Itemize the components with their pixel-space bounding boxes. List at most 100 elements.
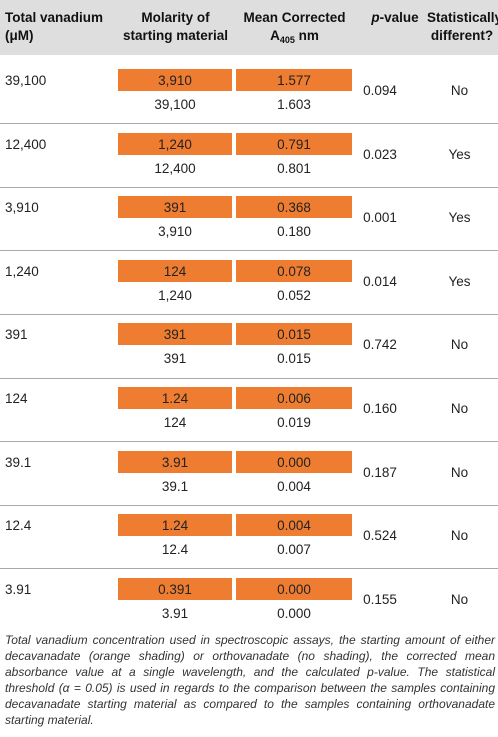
total-vanadium-cell: 12,400 <box>5 136 47 152</box>
table-row: 39,100 3,910 1.577 39,100 1.603 0.094 No <box>0 63 498 119</box>
total-vanadium-cell: 1,240 <box>5 263 39 279</box>
mean-decavanadate-cell: 1.577 <box>277 73 311 88</box>
statistically-different-cell: Yes <box>448 210 471 226</box>
decavanadate-shading-mean <box>236 577 352 600</box>
decavanadate-shading-molarity <box>118 577 232 600</box>
mean-decavanadate-cell: 0.015 <box>277 327 311 343</box>
table-row: 39.1 3.91 0.000 39.1 0.004 0.187 No <box>0 445 498 501</box>
row-divider <box>0 186 498 188</box>
mean-orthovanadate-cell: 0.004 <box>277 478 311 494</box>
decavanadate-shading-mean <box>236 323 352 346</box>
mean-decavanadate-cell: 0.000 <box>277 454 311 470</box>
mean-orthovanadate-cell: 0.000 <box>277 605 311 621</box>
decavanadate-shading-mean <box>236 132 352 155</box>
mean-orthovanadate-cell: 0.801 <box>277 160 311 176</box>
molarity-decavanadate-cell: 391 <box>163 327 187 343</box>
decavanadate-shading-molarity <box>118 450 232 473</box>
header-total-line1: Total vanadium <box>5 10 104 25</box>
total-vanadium-cell: 124 <box>5 391 28 406</box>
total-vanadium-cell: 3,910 <box>5 200 39 216</box>
molarity-orthovanadate-cell: 3.91 <box>161 605 189 621</box>
table-row: 1,240 124 0.078 1,240 0.052 0.014 Yes <box>0 254 498 310</box>
total-vanadium-cell: 391 <box>5 327 28 343</box>
mean-decavanadate-cell: 0.000 <box>277 581 311 597</box>
molarity-decavanadate-cell: 1.24 <box>161 518 189 534</box>
p-value-cell: 0.023 <box>363 146 397 162</box>
header-molarity-line1: Molarity of <box>141 10 210 25</box>
mean-orthovanadate-cell: 0.015 <box>277 351 311 367</box>
decavanadate-shading-molarity <box>118 387 232 409</box>
mean-decavanadate-cell: 0.791 <box>277 136 311 152</box>
p-value-cell: 0.742 <box>363 337 397 353</box>
table-row: 12.4 1.24 0.004 12.4 0.007 0.524 No <box>0 508 498 564</box>
row-divider <box>0 250 498 252</box>
row-divider <box>0 123 498 125</box>
molarity-decavanadate-cell: 3.91 <box>161 454 189 470</box>
molarity-orthovanadate-cell: 391 <box>163 351 187 367</box>
p-value-cell: 0.160 <box>363 401 397 416</box>
mean-decavanadate-cell: 0.004 <box>277 518 311 534</box>
decavanadate-shading-mean <box>236 387 352 409</box>
header-mean-corrected: Mean Corrected A405 nm <box>236 9 353 49</box>
table-row: 3.91 0.391 0.000 3.91 0.000 0.155 No <box>0 572 498 628</box>
total-vanadium-cell: 3.91 <box>5 581 32 597</box>
table-header: Total vanadium (μM) Molarity of starting… <box>0 0 498 55</box>
table-row: 391 391 0.015 391 0.015 0.742 No <box>0 317 498 373</box>
decavanadate-shading-mean <box>236 69 352 91</box>
p-value-cell: 0.094 <box>363 83 397 98</box>
header-p-rest: -value <box>379 10 419 25</box>
mean-orthovanadate-cell: 0.180 <box>277 224 311 240</box>
molarity-decavanadate-cell: 0.391 <box>158 581 192 597</box>
molarity-decavanadate-cell: 391 <box>163 200 187 216</box>
statistically-different-cell: No <box>450 528 469 544</box>
total-vanadium-cell: 39,100 <box>5 73 47 88</box>
mean-orthovanadate-cell: 1.603 <box>277 97 311 112</box>
total-vanadium-cell: 12.4 <box>5 518 32 534</box>
decavanadate-shading-molarity <box>118 514 232 537</box>
decavanadate-shading-molarity <box>118 132 232 155</box>
mean-orthovanadate-cell: 0.007 <box>277 542 311 558</box>
molarity-orthovanadate-cell: 12,400 <box>154 160 196 176</box>
header-stat-line2: different? <box>430 28 494 43</box>
header-total-vanadium: Total vanadium (μM) <box>5 9 115 45</box>
molarity-decavanadate-cell: 3,910 <box>158 73 192 88</box>
decavanadate-shading-molarity <box>118 196 232 219</box>
statistically-different-cell: No <box>450 591 469 607</box>
header-total-line2: (μM) <box>5 28 34 43</box>
table-caption: Total vanadium concentration used in spe… <box>5 633 495 727</box>
statistically-different-cell: Yes <box>448 273 471 289</box>
molarity-orthovanadate-cell: 124 <box>163 415 187 430</box>
row-divider <box>0 568 498 570</box>
mean-decavanadate-cell: 0.368 <box>277 200 311 216</box>
statistically-different-cell: No <box>450 464 469 480</box>
statistically-different-cell: No <box>450 337 469 353</box>
decavanadate-shading-mean <box>236 196 352 219</box>
decavanadate-shading-mean <box>236 450 352 473</box>
p-value-cell: 0.524 <box>363 528 397 544</box>
header-mean-unit: nm <box>294 28 319 43</box>
row-divider <box>0 441 498 443</box>
p-value-cell: 0.155 <box>363 591 397 607</box>
molarity-decavanadate-cell: 1,240 <box>158 136 192 152</box>
mean-orthovanadate-cell: 0.019 <box>277 415 311 430</box>
statistically-different-cell: Yes <box>448 146 471 162</box>
decavanadate-shading-molarity <box>118 259 232 282</box>
molarity-decavanadate-cell: 124 <box>163 263 187 279</box>
molarity-decavanadate-cell: 1.24 <box>161 391 189 406</box>
molarity-orthovanadate-cell: 12.4 <box>161 542 189 558</box>
table-row: 124 1.24 0.006 124 0.019 0.160 No <box>0 381 498 437</box>
header-mean-a: A <box>270 28 280 43</box>
decavanadate-shading-molarity <box>118 69 232 91</box>
header-p-value: p-value <box>355 9 435 27</box>
row-divider <box>0 313 498 315</box>
header-mean-subscript: 405 <box>279 35 295 45</box>
molarity-orthovanadate-cell: 39.1 <box>161 478 189 494</box>
p-value-cell: 0.187 <box>363 464 397 480</box>
p-value-cell: 0.001 <box>363 210 397 226</box>
mean-decavanadate-cell: 0.078 <box>277 263 311 279</box>
statistically-different-cell: No <box>450 83 469 98</box>
decavanadate-shading-mean <box>236 514 352 537</box>
decavanadate-shading-molarity <box>118 323 232 346</box>
molarity-orthovanadate-cell: 3,910 <box>158 224 192 240</box>
total-vanadium-cell: 39.1 <box>5 454 32 470</box>
